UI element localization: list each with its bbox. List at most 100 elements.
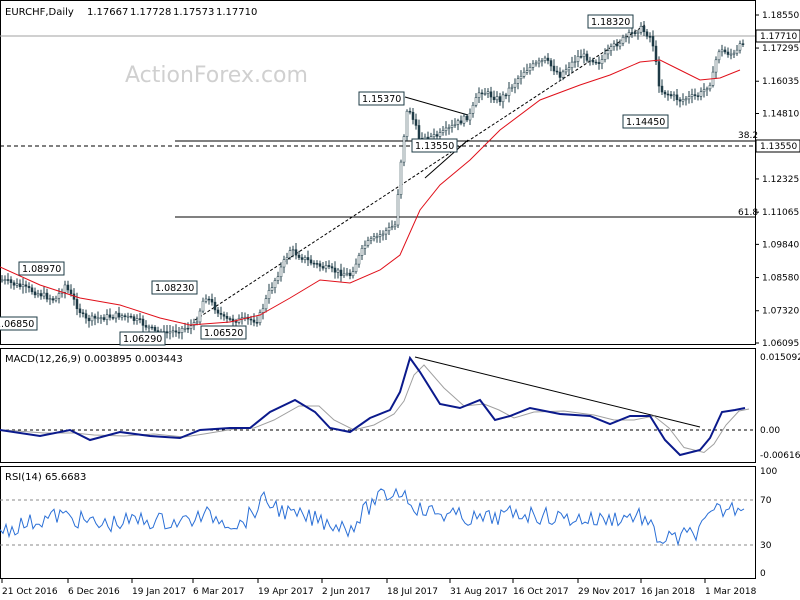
candle-body <box>3 279 7 281</box>
candle-body <box>393 224 397 228</box>
candle-body <box>633 32 637 34</box>
candle-body <box>129 315 133 318</box>
candle-body <box>540 60 544 62</box>
candle-body <box>504 94 508 97</box>
candle-body <box>651 36 655 47</box>
candle-body <box>396 194 400 226</box>
candle-body <box>372 236 376 240</box>
candle-body <box>180 328 184 333</box>
candle-body <box>201 300 205 312</box>
price-label-1-06290: 1.06290 <box>119 331 166 346</box>
candle-body <box>657 61 661 87</box>
candle-body <box>552 65 556 72</box>
candle-body <box>681 99 685 102</box>
candle-body <box>558 71 562 78</box>
price-y-tick-label: 1.11065 <box>762 208 799 218</box>
candle-body <box>165 331 169 334</box>
price-label-1-06850: 1.06850 <box>0 316 38 331</box>
candle-body <box>153 327 157 331</box>
candle-body <box>522 72 526 77</box>
candle-body <box>684 98 688 101</box>
candle-body <box>351 271 355 277</box>
candle-body <box>585 53 589 61</box>
candle-body <box>30 287 34 293</box>
fib-382-label: 38.2 <box>738 131 758 141</box>
price-panel: EURCHF,Daily 1.17667 1.17728 1.17573 1.1… <box>0 0 800 349</box>
x-tick-label: 19 Apr 2017 <box>258 587 314 597</box>
candle-body <box>249 318 253 321</box>
price-label-1-18320: 1.18320 <box>587 14 634 29</box>
candle-body <box>36 293 40 296</box>
candle-body <box>468 113 472 121</box>
price-y-tick-label: 1.07320 <box>762 307 799 317</box>
price-label-1-08230: 1.08230 <box>151 280 198 295</box>
x-tick-label: 2 Jun 2017 <box>322 587 370 597</box>
svg-text:1.06290: 1.06290 <box>123 334 162 345</box>
x-tick-label: 16 Jan 2018 <box>641 587 695 597</box>
candle-body <box>462 115 466 124</box>
candle-body <box>603 53 607 60</box>
candle-body <box>15 283 19 286</box>
candle-body <box>582 53 586 57</box>
candle-body <box>144 325 148 328</box>
candle-body <box>186 327 190 330</box>
candle-body <box>342 273 346 276</box>
candle-body <box>648 36 652 38</box>
candle-body <box>456 120 460 125</box>
candle-body <box>642 25 646 33</box>
candle-body <box>111 317 115 319</box>
candle-body <box>312 262 316 265</box>
candle-body <box>264 298 268 310</box>
candle-body <box>234 321 238 323</box>
candle-body <box>63 284 67 293</box>
candle-body <box>435 134 439 137</box>
candle-body <box>345 272 349 275</box>
macd-tick-top: 0.015092 <box>760 353 800 363</box>
x-tick-label: 18 Jul 2017 <box>387 587 438 597</box>
candle-body <box>720 49 724 53</box>
candle-body <box>618 42 622 47</box>
candle-body <box>18 283 22 288</box>
candle-body <box>453 124 457 126</box>
candle-body <box>492 96 496 101</box>
candle-body <box>624 36 628 39</box>
svg-text:1.06520: 1.06520 <box>204 328 243 339</box>
candle-body <box>573 61 577 63</box>
candle-body <box>555 70 559 73</box>
candle-body <box>516 78 520 84</box>
candle-body <box>690 94 694 97</box>
candle-body <box>69 289 73 295</box>
candle-body <box>723 49 727 53</box>
candle-body <box>177 331 181 334</box>
candle-body <box>357 255 361 265</box>
candle-body <box>702 89 706 93</box>
candle-body <box>45 292 49 300</box>
candle-body <box>714 59 718 73</box>
candle-body <box>78 308 82 313</box>
rsi-tick-100: 100 <box>760 467 777 477</box>
candle-body <box>528 67 532 71</box>
candle-body <box>708 85 712 90</box>
rsi-panel-title: RSI(14) 65.6683 <box>5 472 86 483</box>
moving-average-line <box>0 59 741 326</box>
candle-body <box>480 92 484 95</box>
candle-body <box>330 266 334 269</box>
svg-text:1.06850: 1.06850 <box>0 319 34 330</box>
candle-body <box>288 250 292 258</box>
candle-body <box>546 57 550 61</box>
level-price-box: 1.13550 <box>755 139 800 153</box>
candle-body <box>21 284 25 288</box>
candle-body <box>6 279 10 281</box>
candle-body <box>210 299 214 303</box>
candle-body <box>510 86 514 89</box>
candle-body <box>102 317 106 320</box>
price-y-tick-label: 1.18550 <box>762 11 799 21</box>
candle-body <box>303 257 307 260</box>
candle-body <box>432 134 436 137</box>
candle-body <box>39 293 43 297</box>
candle-body <box>204 298 208 302</box>
candle-body <box>0 279 4 282</box>
candle-body <box>666 93 670 96</box>
candle-body <box>285 257 289 260</box>
candle-body <box>717 51 721 61</box>
